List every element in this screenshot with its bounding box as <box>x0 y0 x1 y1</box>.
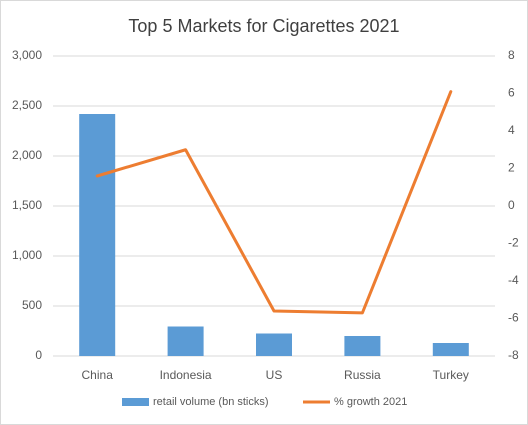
bar <box>256 333 292 356</box>
chart-title: Top 5 Markets for Cigarettes 2021 <box>128 16 399 36</box>
legend-label: % growth 2021 <box>334 396 407 408</box>
y-tick-label: 0 <box>35 348 42 362</box>
x-tick-label: Russia <box>344 368 381 382</box>
bar <box>432 343 469 356</box>
x-tick-label: China <box>82 368 114 382</box>
bar <box>79 114 116 356</box>
y-tick-label: 1,500 <box>12 198 42 212</box>
y-tick-label: 2,000 <box>12 148 42 162</box>
y-tick-label: 3,000 <box>12 48 42 62</box>
line <box>95 90 453 315</box>
y2-tick-label: 6 <box>508 86 515 100</box>
legend-swatch <box>122 398 149 406</box>
y2-tick-label: 2 <box>508 161 515 175</box>
y2-tick-label: -8 <box>508 348 519 362</box>
x-tick-label: US <box>266 368 283 382</box>
y-tick-label: 500 <box>22 298 42 312</box>
x-tick-label: Indonesia <box>160 368 212 382</box>
x-tick-label: Turkey <box>433 368 469 382</box>
y-tick-label: 2,500 <box>12 98 42 112</box>
y2-tick-label: 8 <box>508 48 515 62</box>
bar <box>167 326 204 356</box>
bar <box>344 336 381 356</box>
legend-label: retail volume (bn sticks) <box>153 396 269 408</box>
y2-tick-label: 4 <box>508 123 515 137</box>
y2-tick-label: -6 <box>508 311 519 325</box>
y-tick-label: 1,000 <box>12 248 42 262</box>
y2-tick-label: 0 <box>508 198 515 212</box>
y2-tick-label: -4 <box>508 273 519 287</box>
y2-tick-label: -2 <box>508 236 519 250</box>
